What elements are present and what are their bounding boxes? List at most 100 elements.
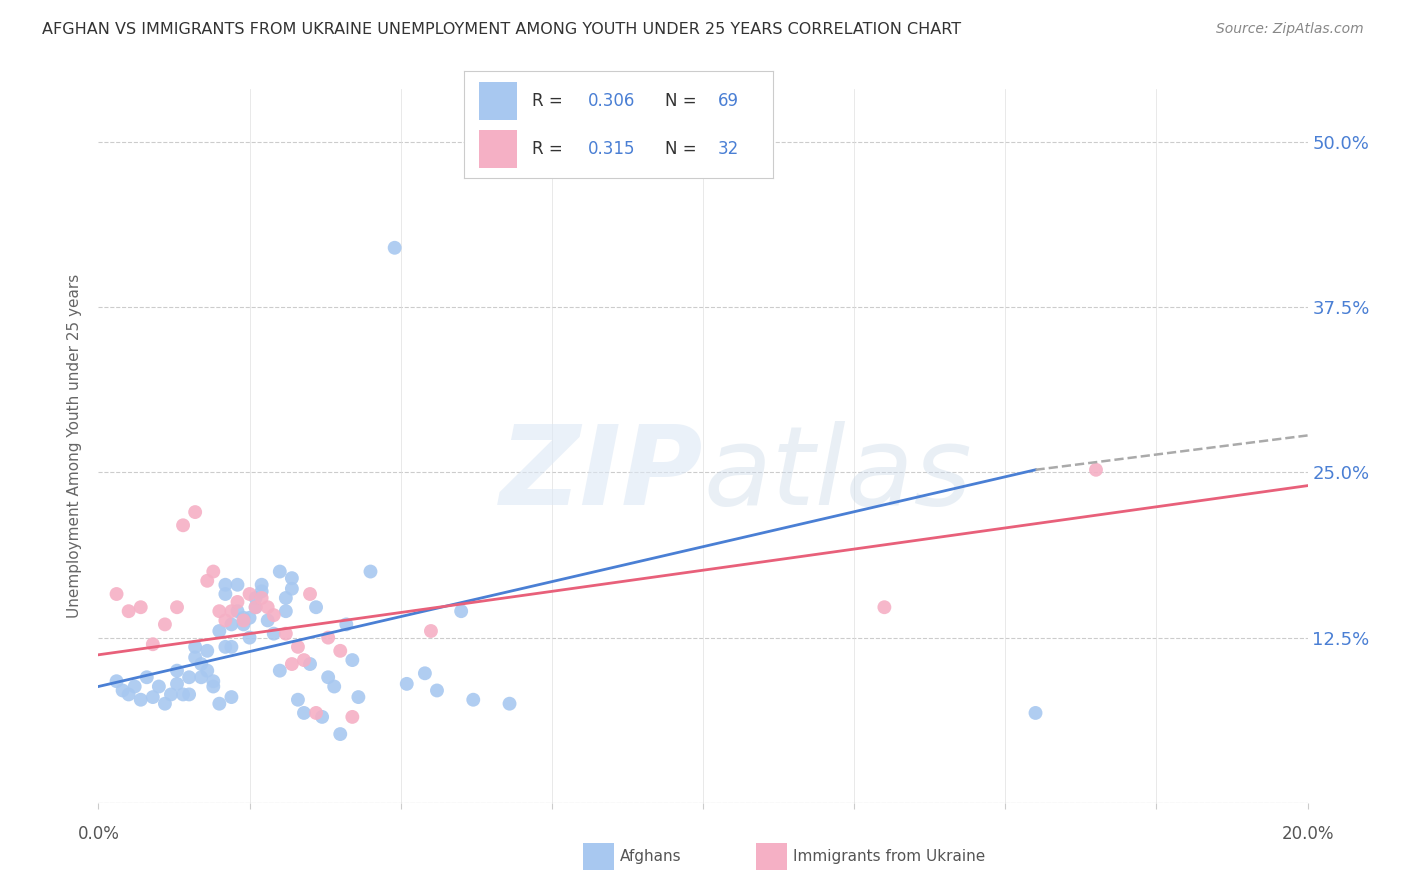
- Point: [305, 600, 328, 615]
- Point: [202, 565, 225, 579]
- Text: R =: R =: [531, 140, 568, 158]
- Point: [179, 670, 201, 684]
- Point: [142, 690, 165, 704]
- Point: [287, 640, 309, 654]
- Point: [232, 614, 254, 628]
- Text: 0.315: 0.315: [588, 140, 636, 158]
- Point: [232, 617, 254, 632]
- Point: [245, 591, 267, 605]
- Point: [256, 600, 278, 615]
- Point: [232, 611, 254, 625]
- Point: [274, 591, 297, 605]
- Point: [239, 587, 262, 601]
- Text: 0.306: 0.306: [588, 92, 636, 110]
- Text: atlas: atlas: [703, 421, 972, 528]
- Point: [281, 582, 304, 596]
- Point: [250, 584, 273, 599]
- Point: [384, 241, 406, 255]
- Text: N =: N =: [665, 92, 702, 110]
- Point: [214, 587, 236, 601]
- Point: [413, 666, 436, 681]
- Bar: [479, 130, 516, 168]
- Point: [329, 644, 352, 658]
- Point: [214, 614, 236, 628]
- Point: [153, 617, 176, 632]
- Point: [311, 710, 333, 724]
- Point: [124, 680, 146, 694]
- Point: [118, 688, 141, 702]
- Point: [160, 688, 183, 702]
- Point: [335, 617, 357, 632]
- Point: [214, 578, 236, 592]
- Point: [129, 600, 152, 615]
- Point: [245, 600, 267, 615]
- Point: [184, 640, 207, 654]
- Point: [426, 683, 449, 698]
- Point: [105, 587, 128, 601]
- Point: [166, 664, 188, 678]
- Point: [274, 604, 297, 618]
- Point: [245, 600, 267, 615]
- Point: [105, 674, 128, 689]
- Point: [202, 680, 225, 694]
- Point: [299, 587, 322, 601]
- Text: ZIP: ZIP: [499, 421, 703, 528]
- Point: [239, 611, 262, 625]
- Point: [316, 670, 339, 684]
- Y-axis label: Unemployment Among Youth under 25 years: Unemployment Among Youth under 25 years: [67, 274, 83, 618]
- Point: [129, 692, 152, 706]
- Point: [281, 571, 304, 585]
- Text: Source: ZipAtlas.com: Source: ZipAtlas.com: [1216, 22, 1364, 37]
- Point: [166, 677, 188, 691]
- Text: 20.0%: 20.0%: [1281, 825, 1334, 843]
- Point: [256, 614, 278, 628]
- Point: [450, 604, 472, 618]
- Point: [208, 697, 231, 711]
- Text: 0.0%: 0.0%: [77, 825, 120, 843]
- Point: [190, 670, 212, 684]
- Point: [142, 637, 165, 651]
- Text: 69: 69: [717, 92, 738, 110]
- Point: [263, 608, 285, 623]
- Point: [118, 604, 141, 618]
- Point: [299, 657, 322, 671]
- Point: [226, 595, 249, 609]
- Text: R =: R =: [531, 92, 568, 110]
- Point: [226, 578, 249, 592]
- Point: [263, 626, 285, 640]
- Point: [292, 706, 315, 720]
- Text: Afghans: Afghans: [620, 849, 682, 863]
- Point: [269, 565, 291, 579]
- Point: [329, 727, 352, 741]
- Point: [195, 644, 218, 658]
- Point: [111, 683, 134, 698]
- Point: [202, 674, 225, 689]
- Point: [226, 604, 249, 618]
- Point: [250, 591, 273, 605]
- Point: [179, 688, 201, 702]
- Point: [360, 565, 382, 579]
- Point: [292, 653, 315, 667]
- Point: [166, 600, 188, 615]
- Point: [239, 631, 262, 645]
- Point: [208, 624, 231, 638]
- Point: [195, 574, 218, 588]
- Point: [1085, 463, 1108, 477]
- Point: [172, 518, 194, 533]
- Point: [873, 600, 896, 615]
- Point: [305, 706, 328, 720]
- Point: [316, 631, 339, 645]
- Point: [323, 680, 346, 694]
- Point: [463, 692, 485, 706]
- Point: [395, 677, 418, 691]
- Point: [498, 697, 520, 711]
- Point: [342, 653, 364, 667]
- Text: AFGHAN VS IMMIGRANTS FROM UKRAINE UNEMPLOYMENT AMONG YOUTH UNDER 25 YEARS CORREL: AFGHAN VS IMMIGRANTS FROM UKRAINE UNEMPL…: [42, 22, 962, 37]
- Point: [221, 690, 243, 704]
- Point: [184, 650, 207, 665]
- Point: [274, 626, 297, 640]
- Point: [1024, 706, 1046, 720]
- Point: [184, 505, 207, 519]
- Point: [250, 578, 273, 592]
- Text: N =: N =: [665, 140, 702, 158]
